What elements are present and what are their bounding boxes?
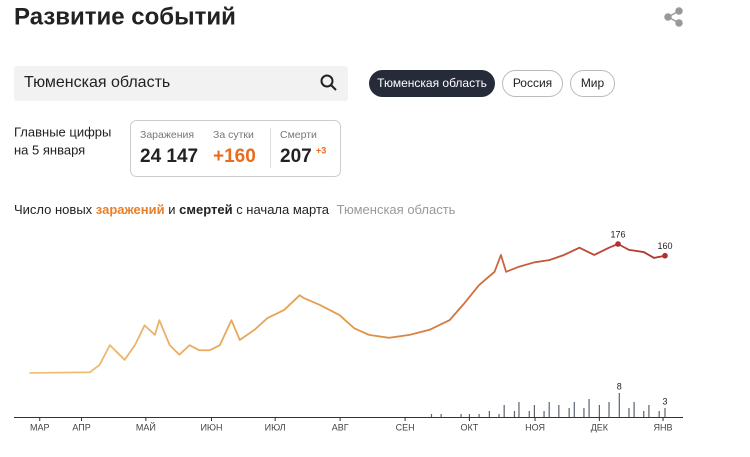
deaths-bar xyxy=(440,414,442,417)
deaths-bar xyxy=(568,408,570,417)
deaths-bar xyxy=(573,402,575,417)
deaths-bar xyxy=(583,408,585,417)
subtitle-region: Тюменская область xyxy=(337,202,456,217)
deaths-bar xyxy=(528,411,530,417)
x-tick-label: АВГ xyxy=(332,422,349,432)
x-tick-label: ДЕК xyxy=(591,422,609,432)
subtitle-deaths: смертей xyxy=(179,202,232,217)
point-marker xyxy=(662,252,668,259)
stat-value: +160 xyxy=(213,146,256,167)
subtitle-part: с начала марта xyxy=(236,202,330,217)
x-tick-label: АПР xyxy=(72,422,90,432)
chart-subtitle: Число новых заражений и смертей с начала… xyxy=(14,202,456,217)
deaths-bar xyxy=(598,405,600,417)
stat-label: За сутки xyxy=(213,129,254,141)
data-label: 8 xyxy=(617,381,622,391)
deaths-bar xyxy=(664,408,666,417)
x-tick-label: ЯНВ xyxy=(654,422,673,432)
search-box[interactable] xyxy=(14,66,348,101)
deaths-bar xyxy=(488,411,490,417)
page-title: Развитие событий xyxy=(14,3,236,30)
x-tick-label: СЕН xyxy=(396,422,415,432)
data-label: 3 xyxy=(662,396,667,406)
stat-delta: +3 xyxy=(316,145,326,155)
subtitle-infections: заражений xyxy=(96,202,165,217)
x-tick-label: МАЙ xyxy=(136,421,156,432)
search-icon[interactable] xyxy=(320,74,337,91)
summary-caption: на 5 января xyxy=(14,142,85,157)
deaths-bar xyxy=(430,414,433,417)
deaths-bar xyxy=(548,402,550,417)
stat-label: Заражения xyxy=(140,129,194,141)
region-button-label[interactable]: Тюменская область xyxy=(377,76,487,90)
deaths-bar xyxy=(503,405,505,417)
data-label: 176 xyxy=(611,229,626,239)
deaths-bar xyxy=(618,393,620,417)
infections-line xyxy=(29,243,666,374)
deaths-bar xyxy=(643,411,645,417)
subtitle-part: Число новых xyxy=(14,202,93,217)
x-tick-label: ОКТ xyxy=(461,422,479,432)
subtitle-part: и xyxy=(168,202,175,217)
deaths-bar xyxy=(513,411,516,417)
deaths-bar xyxy=(628,408,630,417)
deaths-bar xyxy=(460,414,462,417)
share-icon[interactable] xyxy=(664,7,683,27)
deaths-bar xyxy=(588,399,590,417)
deaths-bar xyxy=(633,402,635,417)
data-label: 160 xyxy=(657,241,672,251)
deaths-bar xyxy=(468,414,471,417)
deaths-bar xyxy=(543,411,545,417)
x-tick-label: НОЯ xyxy=(525,422,545,432)
deaths-bar xyxy=(478,414,480,417)
deaths-bar xyxy=(533,405,536,417)
search-value[interactable]: Тюменская область xyxy=(24,74,170,91)
x-tick-label: ИЮН xyxy=(200,422,222,432)
region-button-label[interactable]: Мир xyxy=(581,76,605,90)
deaths-bar xyxy=(558,405,560,417)
stat-value: 24 147 xyxy=(140,146,198,167)
region-button[interactable] xyxy=(570,70,615,97)
deaths-bar xyxy=(608,402,610,417)
region-button-label[interactable]: Россия xyxy=(513,76,552,90)
deaths-bar xyxy=(658,411,660,417)
stat-label: Смерти xyxy=(280,129,317,141)
point-marker xyxy=(615,241,621,247)
region-button[interactable] xyxy=(502,70,563,97)
deaths-bar xyxy=(648,405,650,417)
x-tick-label: МАР xyxy=(30,422,50,432)
summary-caption: Главные цифры xyxy=(14,124,111,139)
stat-value: 207 xyxy=(280,146,312,167)
deaths-bar xyxy=(498,414,500,417)
deaths-bar xyxy=(518,402,520,417)
x-tick-label: ИЮЛ xyxy=(265,422,286,432)
summary-box xyxy=(130,120,341,177)
region-button-active[interactable] xyxy=(369,70,495,97)
